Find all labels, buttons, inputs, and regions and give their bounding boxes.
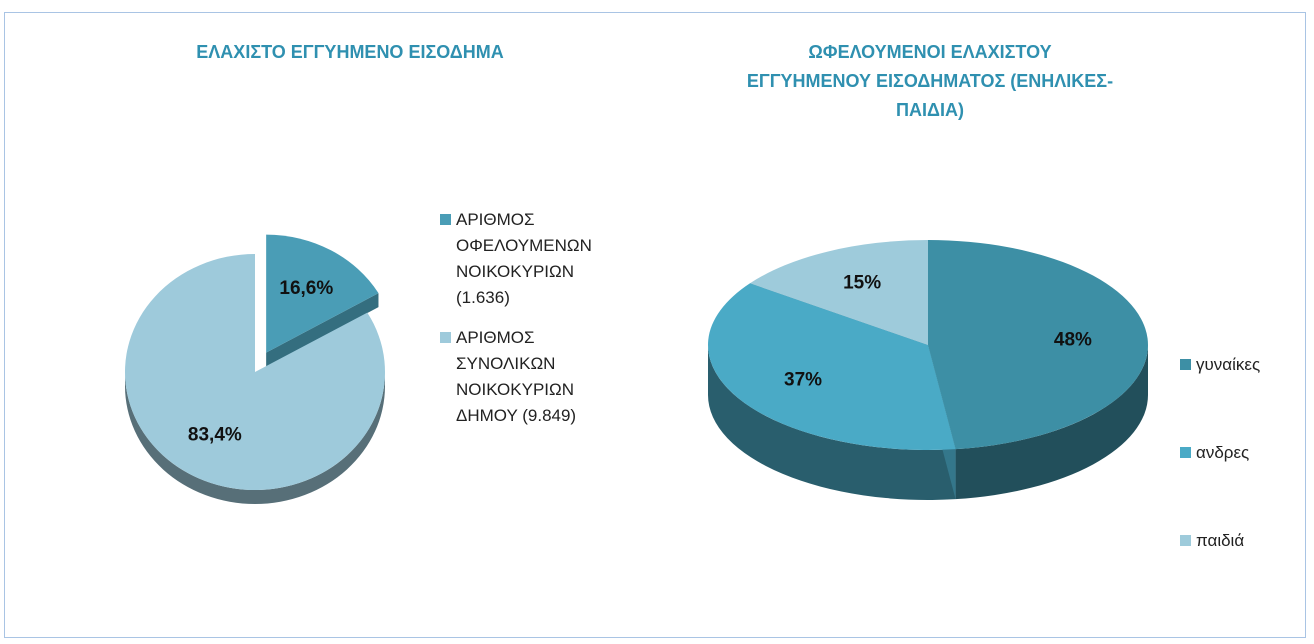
data-label: 83,4%	[188, 424, 242, 445]
chart-title: ΩΦΕΛΟΥΜΕΝΟΙ ΕΛΑΧΙΣΤΟΥ ΕΓΓΥΗΜΕΝΟΥ ΕΙΣΟΔΗΜ…	[746, 42, 1114, 120]
legend-swatch	[1180, 535, 1191, 546]
legend-item: γυναίκες	[1180, 352, 1310, 378]
chart-frame	[4, 12, 1306, 638]
pie-slice	[708, 283, 956, 451]
legend-swatch	[440, 214, 451, 225]
legend-item: ΑΡΙΘΜΟΣ ΟΦΕΛΟΥΜΕΝΩΝ ΝΟΙΚΟΚΥΡΙΩΝ (1.636)	[440, 207, 620, 311]
chart-title: ΕΛΑΧΙΣΤΟ ΕΓΓΥΗΜΕΝΟ ΕΙΣΟΔΗΜΑ	[196, 42, 504, 62]
legend-label: γυναίκες	[1196, 355, 1261, 374]
data-label: 37%	[784, 369, 822, 390]
legend-item: παιδιά	[1180, 528, 1310, 554]
legend: γυναίκες ανδρες παιδιά	[1180, 352, 1310, 554]
legend-label: παιδιά	[1196, 531, 1245, 550]
legend-label: ΑΡΙΘΜΟΣ ΣΥΝΟΛΙΚΩΝ ΝΟΙΚΟΚΥΡΙΩΝ ΔΗΜΟΥ (9.8…	[456, 328, 577, 425]
pie-slice	[928, 239, 1149, 450]
legend-label: ΑΡΙΘΜΟΣ ΟΦΕΛΟΥΜΕΝΩΝ ΝΟΙΚΟΚΥΡΙΩΝ (1.636)	[456, 210, 592, 307]
legend-swatch	[1180, 447, 1191, 458]
data-label: 48%	[1054, 330, 1092, 351]
pie-side	[266, 293, 379, 367]
data-label: 16,6%	[279, 278, 333, 299]
legend: ΑΡΙΘΜΟΣ ΟΦΕΛΟΥΜΕΝΩΝ ΝΟΙΚΟΚΥΡΙΩΝ (1.636) Α…	[440, 207, 620, 429]
legend-item: ανδρες	[1180, 440, 1310, 466]
legend-label: ανδρες	[1196, 443, 1250, 462]
pie-slice	[750, 240, 928, 345]
pie-side	[708, 345, 956, 501]
pie-slice	[125, 254, 386, 490]
pie-side	[955, 345, 1148, 500]
pie-slice	[266, 234, 379, 353]
legend-item: ΑΡΙΘΜΟΣ ΣΥΝΟΛΙΚΩΝ ΝΟΙΚΟΚΥΡΙΩΝ ΔΗΜΟΥ (9.8…	[440, 325, 620, 429]
legend-swatch	[440, 332, 451, 343]
data-label: 15%	[843, 272, 881, 293]
legend-swatch	[1180, 359, 1191, 370]
